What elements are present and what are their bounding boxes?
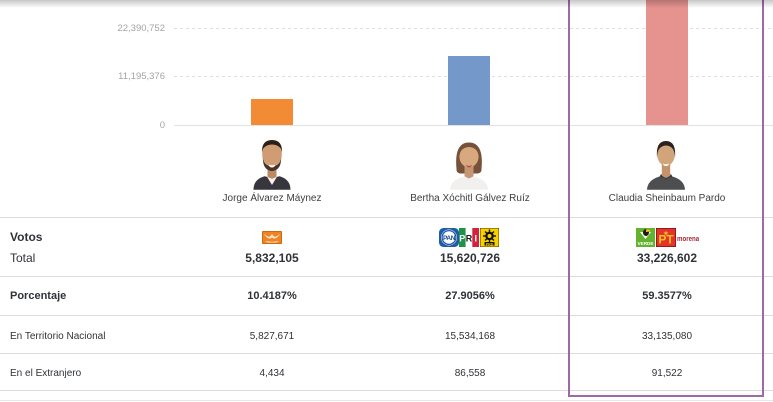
svg-text:R: R xyxy=(466,234,473,244)
svg-text:PT: PT xyxy=(658,233,674,247)
svg-text:VERDE: VERDE xyxy=(638,241,654,246)
svg-text:PRD: PRD xyxy=(486,242,494,246)
svg-text:PAN: PAN xyxy=(443,235,456,242)
svg-text:I: I xyxy=(474,234,477,244)
svg-text:P: P xyxy=(459,234,465,244)
